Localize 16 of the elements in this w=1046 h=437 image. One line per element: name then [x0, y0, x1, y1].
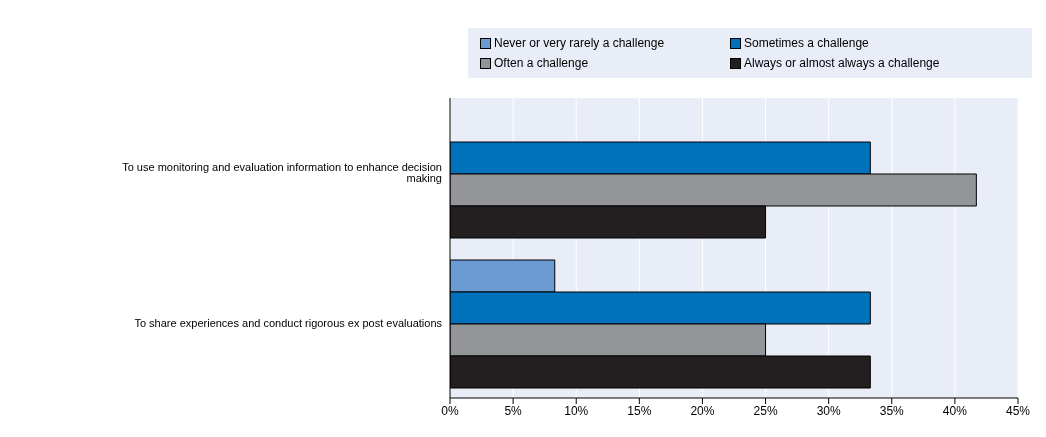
x-tick-label: 40%: [942, 403, 968, 418]
x-tick-label: 20%: [690, 403, 715, 418]
x-tick-label: 0%: [441, 403, 459, 418]
legend-label: Often a challenge: [494, 56, 589, 70]
x-tick-label: 10%: [564, 403, 589, 418]
x-tick-label: 15%: [627, 403, 652, 418]
y-tick-label: To use monitoring and evaluation information to enhance decision making: [122, 161, 442, 185]
legend-label: Always or almost always a challenge: [744, 56, 940, 70]
x-tick-label: 30%: [816, 403, 841, 418]
legend-label: Sometimes a challenge: [744, 36, 869, 50]
y-tick-label: To share experiences and conduct rigorous ex post evaluations: [134, 316, 443, 329]
x-tick-label: 45%: [1005, 403, 1031, 418]
x-tick-label: 5%: [504, 403, 523, 418]
legend-label: Never or very rarely a challenge: [494, 36, 665, 50]
x-tick-label: 25%: [753, 403, 778, 418]
x-tick-label: 35%: [879, 403, 905, 418]
